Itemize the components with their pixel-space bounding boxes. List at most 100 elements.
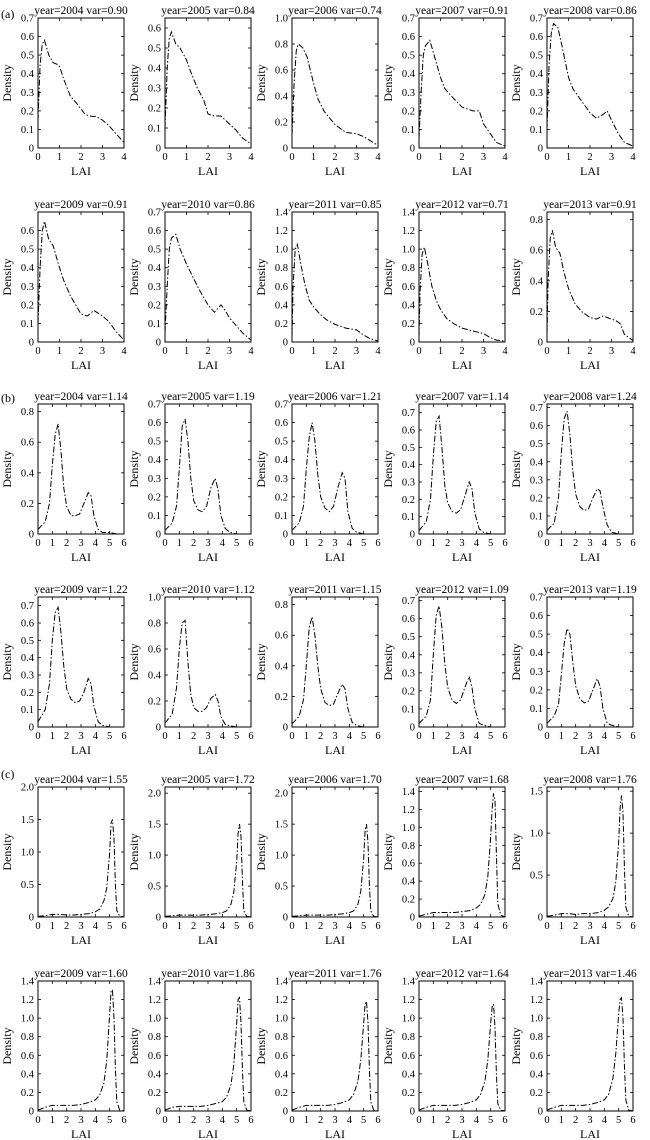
y-tick-label: 0.6	[402, 426, 415, 437]
y-tick-label: 0.4	[530, 69, 544, 80]
x-tick-label: 1	[184, 152, 189, 163]
subplot-c-1: year=2005 var=1.720 1 2 3 4 5 600.51.01.52.0LA…	[127, 774, 255, 947]
plot-frame	[291, 17, 379, 149]
density-curve	[37, 989, 125, 1112]
x-tick-label: 1	[50, 731, 55, 742]
x-tick-label: 4	[375, 346, 381, 357]
x-tick-label: 0	[35, 538, 40, 549]
y-tick-label: 0.2	[275, 118, 288, 129]
x-tick-label: 3	[587, 538, 592, 549]
x-tick-label: 2	[459, 346, 464, 357]
y-tick-label: 1.2	[148, 995, 161, 1006]
y-tick-label: 0.5	[530, 871, 543, 882]
x-tick-label: 0	[35, 346, 40, 357]
plot-frame	[37, 980, 125, 1112]
y-tick-label: 0.6	[275, 631, 288, 642]
y-tick-label: 1.5	[530, 787, 543, 798]
x-tick-label: 3	[587, 731, 592, 742]
x-tick-label: 6	[630, 921, 635, 932]
y-tick-label: 2.0	[21, 783, 34, 794]
y-tick-label: 0.6	[21, 619, 34, 630]
y-tick-label: 0.4	[530, 276, 544, 287]
y-tick-label: 0.6	[148, 418, 161, 429]
y-tick-label: 0.4	[402, 460, 416, 471]
subplot-a-2: year=2006 var=0.74 0 1 2 3 4 0 0.2 0.4 0.6 0.8 1.0 L…	[254, 5, 382, 178]
subplot-a-0: year=2004 var=0.90 0 1 2 3 4 0 0.1 0.2 0.3 0.4 0.5 0…	[0, 5, 128, 178]
y-tick-label: 1.4	[275, 208, 289, 219]
subplot-title: year=2006 var=0.74	[288, 5, 382, 17]
y-tick-label: 1.0	[402, 823, 415, 834]
x-tick-label: 4	[602, 921, 608, 932]
y-tick-label: 0.4	[275, 661, 289, 672]
x-tick-label: 3	[100, 152, 105, 163]
y-tick-label: 1.2	[530, 995, 543, 1006]
subplot-b-0: year=2004 var=1.140 1 2 3 4 5 600.20.40.60.8LA…	[0, 391, 128, 564]
subplot-title: year=2006 var=1.21	[288, 391, 382, 403]
y-axis-label: Density	[254, 833, 268, 870]
plot-frame	[164, 403, 252, 535]
density-curve	[546, 22, 634, 147]
x-tick-label: 0	[289, 921, 294, 932]
x-tick-label: 1	[304, 731, 309, 742]
x-tick-label: 0	[544, 152, 549, 163]
subplot-b-1: year=2005 var=1.190 1 2 3 4 5 600.10.20.30.40.…	[127, 391, 255, 564]
subplot-title: year=2006 var=1.70	[288, 774, 382, 786]
density-curve	[418, 1002, 506, 1112]
density-curve	[291, 823, 379, 918]
plot-frame	[164, 17, 252, 149]
x-tick-label: 0	[544, 1115, 549, 1126]
y-tick-label: 0.7	[275, 400, 288, 411]
x-tick-label: 6	[630, 538, 635, 549]
y-tick-label: 0.5	[402, 51, 415, 62]
density-curve	[291, 43, 379, 146]
x-tick-label: 3	[481, 152, 486, 163]
x-tick-label: 5	[234, 921, 239, 932]
y-tick-label: 0.5	[275, 882, 288, 893]
plot-frame	[37, 211, 125, 343]
plot-frame	[546, 17, 634, 149]
y-tick-label: 0.6	[530, 611, 543, 622]
x-tick-label: 0	[416, 921, 421, 932]
x-tick-label: 5	[488, 538, 493, 549]
y-tick-label: 0	[538, 338, 543, 349]
y-tick-label: 0.4	[148, 671, 162, 682]
y-tick-label: 1.4	[21, 977, 35, 988]
y-tick-label: 0.8	[402, 841, 415, 852]
y-axis-label: Density	[0, 450, 14, 487]
x-tick-label: 4	[220, 538, 226, 549]
subplot-title: year=2013 var=0.91	[543, 199, 637, 211]
x-tick-label: 1	[177, 538, 182, 549]
x-tick-label: 6	[630, 731, 635, 742]
subplot-c-6: year=2010 var=1.860 1 2 3 4 5 600.20.40.60.81.…	[127, 968, 255, 1140]
x-tick-label: 2	[573, 731, 578, 742]
x-tick-label: 4	[602, 1115, 608, 1126]
y-tick-label: 0.5	[148, 882, 161, 893]
x-tick-label: 2	[573, 1115, 578, 1126]
x-tick-label: 1	[431, 731, 436, 742]
y-tick-label: 0.4	[402, 69, 416, 80]
subplot-title: year=2012 var=1.09	[415, 584, 509, 596]
subplot-title: year=2008 var=1.76	[543, 774, 637, 786]
x-tick-label: 1	[304, 1115, 309, 1126]
x-axis-label: LAI	[325, 1127, 345, 1140]
y-tick-label: 0.2	[530, 685, 543, 696]
y-tick-label: 0.4	[148, 1069, 162, 1080]
y-tick-label: 0	[283, 913, 288, 924]
y-tick-label: 0.8	[530, 1032, 543, 1043]
x-tick-label: 1	[311, 346, 316, 357]
y-tick-label: 0.5	[21, 245, 34, 256]
y-tick-label: 0.5	[21, 880, 34, 891]
y-tick-label: 1.0	[148, 593, 161, 604]
x-tick-label: 5	[361, 1115, 366, 1126]
x-tick-label: 4	[375, 152, 381, 163]
y-tick-label: 0.4	[21, 468, 35, 479]
x-tick-label: 1	[311, 152, 316, 163]
y-tick-label: 0.3	[21, 88, 34, 99]
x-tick-label: 2	[191, 538, 196, 549]
subplot-b-7: year=2011 var=1.150 1 2 3 4 5 600.20.40.60.8LA…	[254, 584, 382, 757]
x-tick-label: 4	[121, 152, 127, 163]
y-tick-label: 0	[410, 913, 415, 924]
x-axis-label: LAI	[325, 164, 345, 178]
subplot-title: year=2012 var=0.71	[415, 199, 509, 211]
